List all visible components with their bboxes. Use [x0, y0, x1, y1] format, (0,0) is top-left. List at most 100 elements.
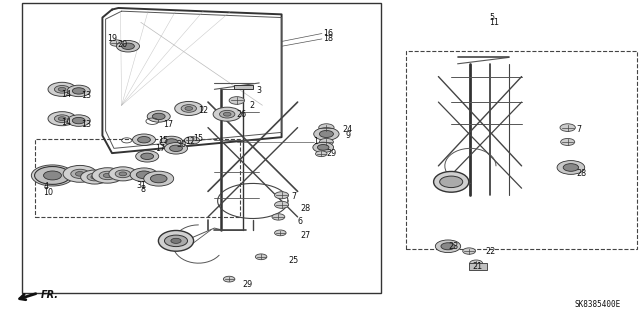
Text: 21: 21	[472, 262, 483, 271]
Text: 2: 2	[250, 101, 255, 110]
Text: 29: 29	[326, 149, 337, 158]
Text: 30: 30	[177, 140, 187, 149]
Circle shape	[165, 139, 178, 145]
Circle shape	[99, 171, 116, 180]
Circle shape	[91, 175, 99, 179]
Circle shape	[164, 235, 188, 247]
Circle shape	[130, 168, 158, 182]
Circle shape	[150, 174, 167, 183]
Circle shape	[63, 166, 97, 182]
Text: 14: 14	[61, 118, 71, 127]
Text: 18: 18	[323, 34, 333, 43]
Text: 4: 4	[44, 182, 49, 191]
Text: 1: 1	[314, 137, 319, 146]
Bar	[469, 263, 487, 270]
Ellipse shape	[159, 230, 193, 251]
Circle shape	[47, 173, 58, 178]
Circle shape	[44, 171, 61, 180]
Text: 25: 25	[288, 256, 298, 265]
Circle shape	[171, 238, 181, 243]
Circle shape	[175, 101, 203, 115]
Circle shape	[220, 110, 235, 118]
Text: 17: 17	[156, 144, 166, 153]
Text: 28: 28	[301, 204, 311, 213]
Circle shape	[132, 134, 156, 145]
Circle shape	[81, 170, 109, 184]
Circle shape	[136, 151, 159, 162]
Circle shape	[182, 105, 195, 112]
Text: 20: 20	[117, 40, 127, 48]
Circle shape	[58, 87, 66, 91]
Text: 9: 9	[346, 131, 351, 140]
Circle shape	[314, 128, 339, 140]
Circle shape	[72, 117, 85, 124]
Circle shape	[170, 145, 182, 152]
Circle shape	[35, 167, 70, 184]
Text: 29: 29	[242, 280, 252, 289]
Text: 31: 31	[136, 181, 147, 189]
Bar	[22, 3, 381, 293]
Bar	[35, 139, 240, 217]
Text: SK8385400E: SK8385400E	[575, 300, 621, 309]
Text: 15: 15	[193, 134, 204, 143]
Text: 14: 14	[61, 90, 71, 99]
Circle shape	[54, 115, 70, 122]
Text: 6: 6	[298, 217, 303, 226]
Text: 8: 8	[141, 185, 146, 194]
Circle shape	[229, 97, 244, 104]
Circle shape	[71, 169, 89, 178]
Circle shape	[48, 82, 76, 96]
Circle shape	[119, 172, 127, 176]
Circle shape	[184, 137, 200, 144]
Circle shape	[319, 124, 334, 131]
Text: 27: 27	[301, 231, 311, 240]
Ellipse shape	[434, 171, 469, 192]
Circle shape	[54, 85, 70, 93]
Text: 23: 23	[448, 242, 458, 251]
Circle shape	[115, 170, 131, 178]
Circle shape	[441, 243, 455, 250]
Circle shape	[110, 40, 123, 46]
Circle shape	[48, 112, 76, 126]
Circle shape	[185, 107, 193, 110]
Circle shape	[103, 173, 112, 178]
Text: 24: 24	[342, 125, 353, 134]
Bar	[406, 51, 637, 249]
Circle shape	[141, 153, 154, 160]
Circle shape	[272, 214, 285, 220]
Text: 12: 12	[198, 106, 209, 115]
Circle shape	[138, 137, 150, 143]
Circle shape	[316, 151, 327, 157]
Circle shape	[275, 192, 289, 199]
Circle shape	[313, 142, 333, 152]
Text: 15: 15	[158, 136, 168, 145]
Circle shape	[440, 176, 463, 188]
Circle shape	[147, 111, 170, 122]
Circle shape	[122, 43, 134, 49]
Text: 3: 3	[256, 86, 261, 95]
Text: 7: 7	[576, 125, 581, 134]
Circle shape	[223, 276, 235, 282]
Circle shape	[87, 173, 102, 181]
Circle shape	[561, 138, 575, 145]
Circle shape	[31, 165, 74, 186]
Circle shape	[164, 143, 188, 154]
Circle shape	[76, 172, 84, 176]
Text: 12: 12	[186, 137, 196, 146]
Circle shape	[255, 254, 267, 260]
Circle shape	[275, 230, 286, 236]
Circle shape	[213, 107, 241, 121]
Text: 11: 11	[490, 18, 500, 27]
Circle shape	[67, 115, 90, 126]
Circle shape	[560, 124, 575, 131]
Text: 5: 5	[490, 13, 495, 22]
Bar	[234, 85, 253, 89]
Circle shape	[109, 167, 137, 181]
Text: 13: 13	[81, 120, 92, 129]
Circle shape	[152, 113, 165, 120]
Circle shape	[116, 41, 140, 52]
Circle shape	[136, 171, 152, 179]
Text: 17: 17	[163, 120, 173, 129]
Text: 28: 28	[576, 169, 586, 178]
Text: 26: 26	[237, 110, 247, 119]
